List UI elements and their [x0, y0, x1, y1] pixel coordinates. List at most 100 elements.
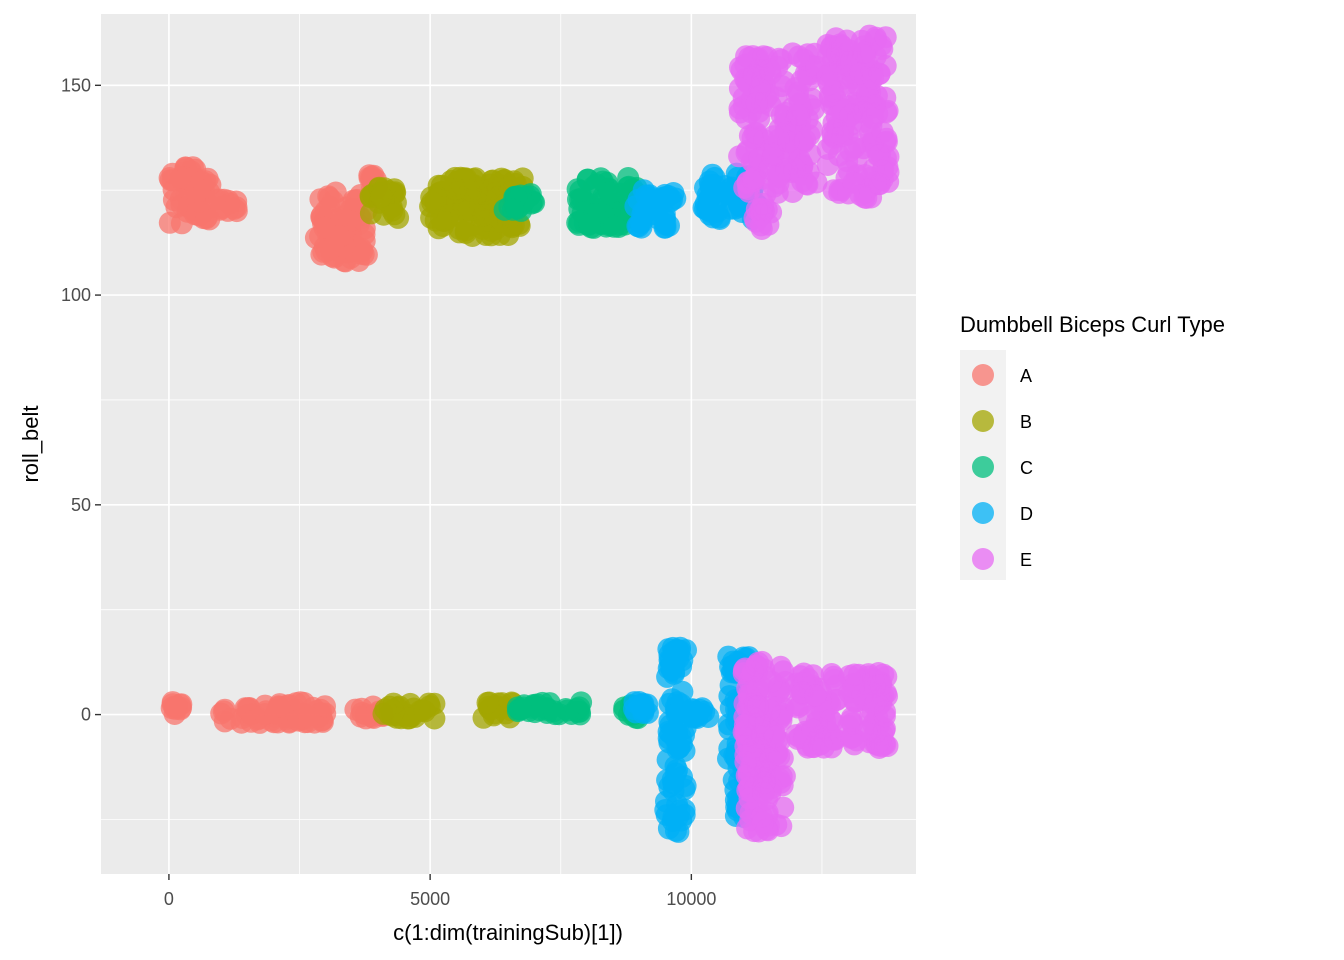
point-D	[694, 192, 717, 215]
legend-key-E	[972, 548, 994, 570]
point-A	[165, 196, 188, 219]
y-tick-label: 100	[61, 285, 91, 305]
point-E	[733, 714, 756, 737]
point-B	[461, 225, 484, 247]
point-E	[734, 657, 757, 680]
x-axis-ticks: 0 5000 10000	[164, 874, 716, 909]
legend-label-E: E	[1020, 550, 1032, 570]
y-tick-label: 50	[71, 495, 91, 515]
point-E	[743, 64, 766, 87]
point-C	[531, 691, 554, 714]
point-E	[818, 73, 841, 96]
point-A	[225, 190, 248, 213]
point-B	[488, 223, 511, 246]
point-E	[835, 29, 858, 52]
point-E	[839, 139, 862, 162]
point-D	[681, 698, 704, 721]
x-tick-label: 5000	[410, 889, 450, 909]
point-E	[741, 127, 764, 149]
point-B	[472, 204, 495, 227]
point-E	[728, 77, 751, 100]
point-E	[770, 104, 793, 127]
point-E	[787, 45, 810, 68]
point-D	[632, 692, 655, 715]
point-B	[444, 178, 467, 200]
point-D	[658, 648, 681, 671]
point-C	[578, 213, 601, 235]
point-E	[842, 676, 865, 699]
point-D	[667, 820, 690, 843]
point-E	[801, 718, 824, 741]
point-E	[788, 92, 811, 115]
point-D	[673, 798, 696, 821]
point-A	[321, 190, 344, 213]
point-A	[313, 216, 336, 239]
point-E	[853, 41, 876, 64]
point-A	[219, 707, 242, 730]
point-A	[298, 706, 321, 729]
point-E	[744, 166, 767, 189]
point-A	[268, 695, 291, 718]
point-B	[383, 203, 406, 226]
point-C	[569, 180, 592, 202]
x-axis-title: c(1:dim(trainingSub)[1])	[393, 920, 623, 945]
point-C	[502, 198, 524, 221]
point-C	[570, 691, 593, 714]
point-E	[862, 67, 884, 90]
point-B	[374, 698, 397, 721]
point-E	[865, 690, 888, 712]
point-A	[164, 696, 187, 719]
point-E	[738, 743, 761, 766]
legend-label-C: C	[1020, 458, 1033, 478]
point-B	[424, 187, 447, 210]
point-E	[843, 733, 866, 756]
legend-label-A: A	[1020, 366, 1032, 386]
point-E	[804, 684, 827, 707]
point-E	[874, 26, 897, 49]
point-A	[314, 695, 336, 718]
point-B	[430, 207, 452, 230]
point-E	[749, 214, 772, 237]
point-E	[751, 811, 774, 834]
point-A	[322, 236, 345, 259]
point-E	[746, 695, 769, 718]
legend-key-C	[972, 456, 994, 478]
legend-key-D	[972, 502, 994, 524]
point-E	[728, 145, 751, 168]
y-tick-label: 150	[61, 75, 91, 95]
point-B	[476, 691, 499, 714]
legend-label-B: B	[1020, 412, 1032, 432]
point-E	[752, 192, 775, 215]
point-E	[837, 182, 860, 205]
point-E	[866, 144, 889, 167]
y-axis-title: roll_belt	[18, 405, 43, 482]
x-tick-label: 10000	[666, 889, 716, 909]
point-E	[871, 121, 894, 143]
data-points	[158, 24, 900, 843]
point-A	[344, 698, 367, 721]
point-A	[161, 169, 184, 192]
point-E	[762, 143, 785, 166]
point-E	[839, 104, 862, 127]
legend-label-D: D	[1020, 504, 1033, 524]
legend-title: Dumbbell Biceps Curl Type	[960, 312, 1225, 337]
legend-key-B	[972, 410, 994, 432]
x-tick-label: 0	[164, 889, 174, 909]
point-E	[763, 725, 786, 748]
point-C	[603, 215, 626, 238]
point-D	[635, 199, 657, 221]
point-E	[765, 743, 788, 766]
point-D	[661, 768, 684, 791]
point-E	[738, 46, 761, 69]
point-E	[819, 708, 842, 731]
point-B	[413, 700, 436, 723]
point-E	[837, 715, 860, 738]
legend-key-A	[972, 364, 994, 386]
point-E	[864, 171, 887, 194]
point-D	[708, 208, 731, 230]
point-C	[598, 181, 621, 204]
y-axis-ticks: 0 50 100 150	[61, 75, 101, 725]
point-E	[767, 166, 790, 189]
point-C	[617, 167, 640, 189]
